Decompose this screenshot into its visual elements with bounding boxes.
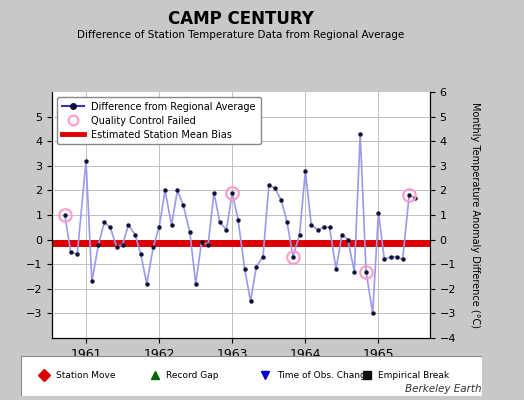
Text: CAMP CENTURY: CAMP CENTURY (168, 10, 314, 28)
Text: Time of Obs. Change: Time of Obs. Change (277, 371, 372, 380)
FancyBboxPatch shape (21, 356, 482, 396)
Text: Berkeley Earth: Berkeley Earth (406, 384, 482, 394)
Text: Record Gap: Record Gap (166, 371, 219, 380)
Y-axis label: Monthly Temperature Anomaly Difference (°C): Monthly Temperature Anomaly Difference (… (470, 102, 480, 328)
Text: Station Move: Station Move (56, 371, 115, 380)
Text: Difference of Station Temperature Data from Regional Average: Difference of Station Temperature Data f… (78, 30, 405, 40)
Legend: Difference from Regional Average, Quality Control Failed, Estimated Station Mean: Difference from Regional Average, Qualit… (57, 97, 260, 144)
Text: Empirical Break: Empirical Break (378, 371, 450, 380)
